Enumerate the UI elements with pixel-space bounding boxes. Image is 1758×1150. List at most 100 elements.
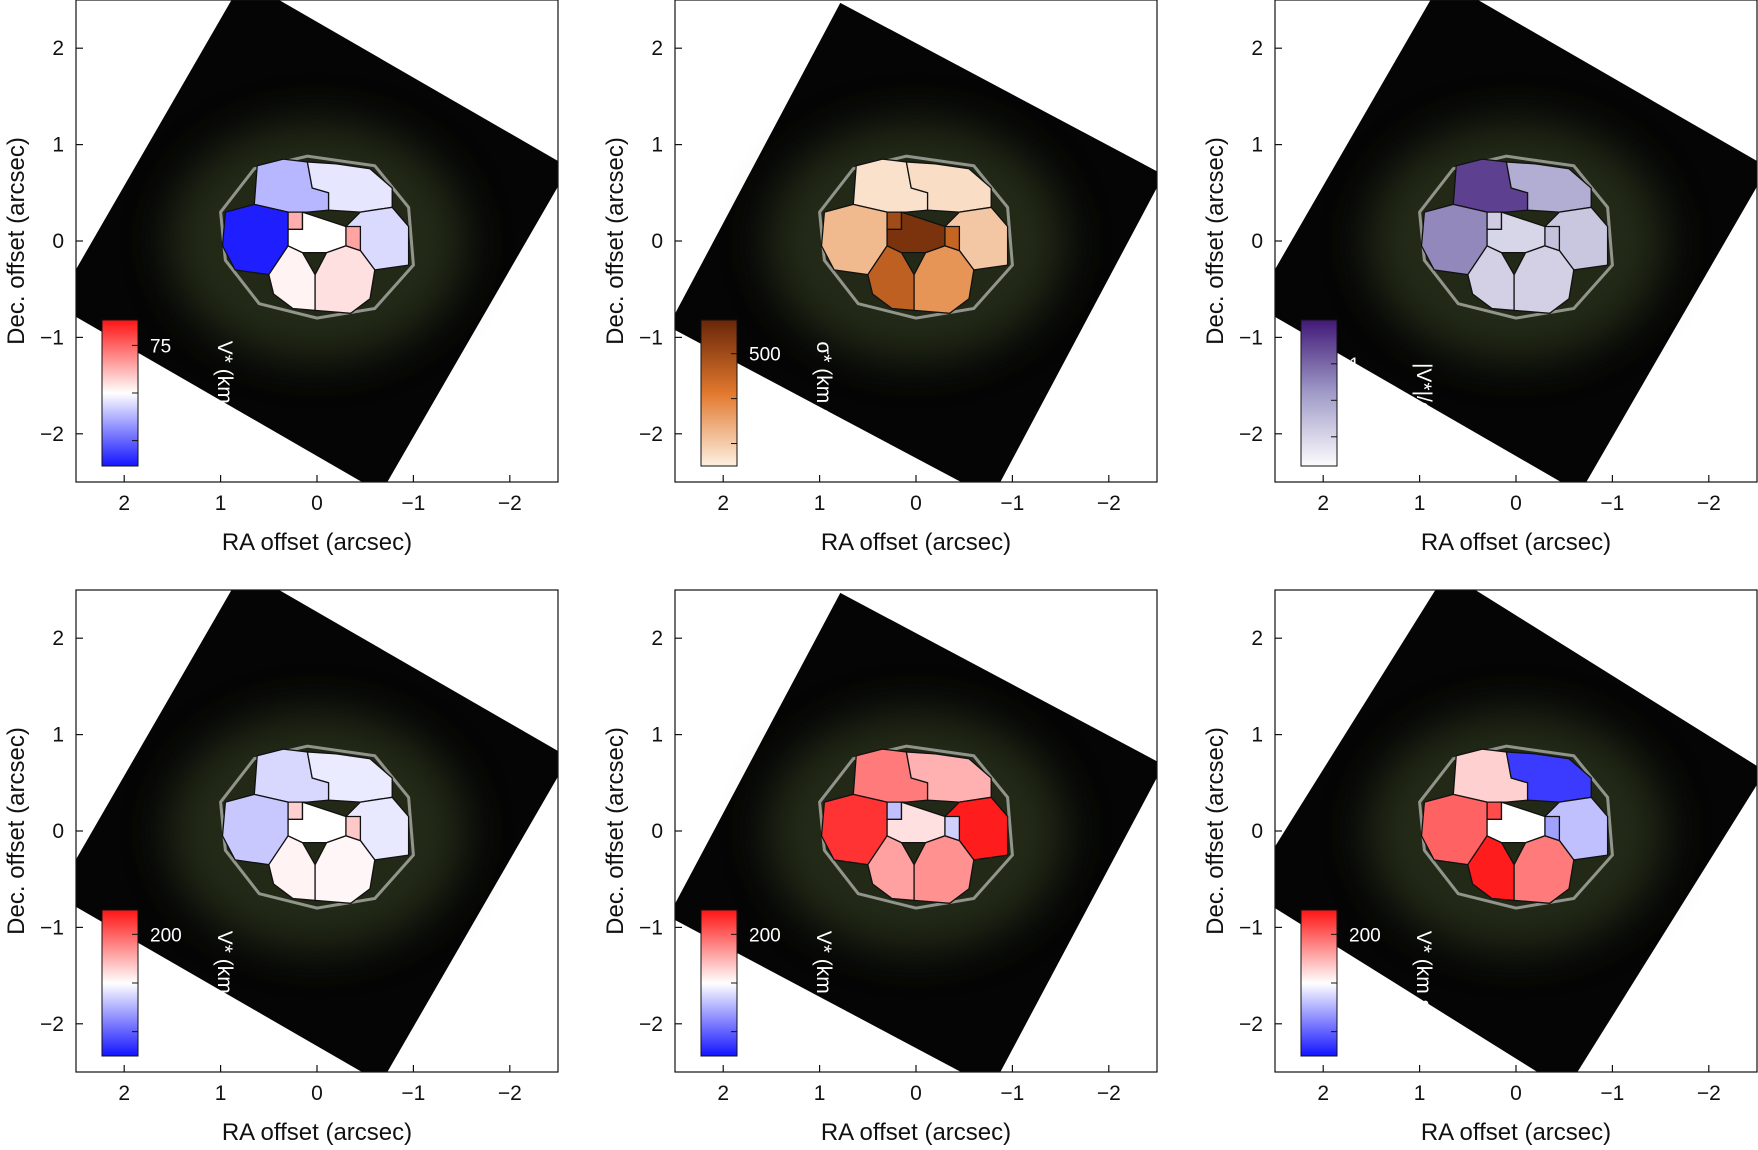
panel-image [675, 592, 1157, 1072]
y-tick-label: 0 [1251, 820, 1263, 843]
voronoi-cell-center-right [345, 225, 362, 252]
y-axis-label: Dec. offset (arcsec) [602, 137, 629, 345]
voronoi-cell-center-left [886, 211, 903, 231]
chart-panel-top-middle: 2 1 0 −1 −2 −2 −1 0 1 2 RA offset (arcsec) Dec. off… [602, 0, 1158, 556]
panel-image [675, 2, 1157, 482]
colorbar-tick-label: 0 [1349, 974, 1360, 995]
panel-image [1275, 590, 1757, 1072]
x-tick-label: 0 [910, 1082, 922, 1105]
voronoi-cell-center-right [1544, 225, 1561, 252]
y-tick-label: 2 [52, 37, 64, 60]
x-tick-label: 2 [717, 492, 729, 515]
voronoi-cell-center-right [944, 815, 961, 842]
x-tick-label: 2 [1317, 1082, 1329, 1105]
x-tick-label: −2 [1097, 1082, 1121, 1105]
y-axis-label: Dec. offset (arcsec) [1202, 137, 1229, 345]
voronoi-cell-north-west [306, 161, 393, 213]
voronoi-cell-center [287, 801, 347, 844]
panel-image [76, 590, 558, 1072]
voronoi-cell-center [1486, 801, 1546, 844]
x-axis-label: RA offset (arcsec) [821, 1119, 1011, 1146]
x-tick-label: 1 [814, 492, 826, 515]
colorbar-tick-label: 75 [150, 336, 171, 357]
x-axis-label: RA offset (arcsec) [1421, 529, 1611, 556]
colorbar-tick-label: −200 [1349, 1023, 1392, 1044]
y-tick-label: −1 [40, 916, 64, 939]
colorbar-tick-label: 0 [150, 974, 161, 995]
voronoi-cell-center [886, 801, 946, 844]
colorbar [700, 319, 738, 467]
y-tick-label: 0 [52, 820, 64, 843]
x-tick-label: 0 [311, 1082, 323, 1105]
chart-panel-bottom-middle: 2 1 0 −1 −2 −2 −1 0 1 2 RA offset (arcsec) Dec. off… [602, 589, 1158, 1146]
y-axis-label: Dec. offset (arcsec) [1202, 727, 1229, 935]
voronoi-cell-center-left [886, 801, 903, 821]
x-tick-label: 1 [215, 1082, 227, 1105]
y-tick-label: 1 [651, 724, 663, 747]
voronoi-cell-center [1486, 211, 1546, 254]
voronoi-cell-center-left [1486, 211, 1503, 231]
y-axis-label: Dec. offset (arcsec) [3, 137, 30, 345]
voronoi-cell-center [886, 211, 946, 254]
voronoi-cell-center-left [1486, 801, 1503, 821]
colorbar-label: V* (km s⁻¹) [1412, 931, 1435, 1035]
x-tick-label: −2 [498, 1082, 522, 1105]
panel-image [1275, 0, 1757, 482]
x-tick-label: −1 [1600, 492, 1624, 515]
colorbar-tick-label: 200 [749, 925, 781, 946]
y-tick-label: 1 [52, 134, 64, 157]
x-tick-label: 1 [1414, 1082, 1426, 1105]
colorbar-label: V* (km s⁻¹) [213, 931, 236, 1035]
colorbar-tick-label: 0 [1349, 428, 1360, 449]
x-tick-label: −2 [498, 492, 522, 515]
y-tick-label: −1 [1239, 326, 1263, 349]
x-tick-label: 1 [1414, 492, 1426, 515]
x-tick-label: −1 [1600, 1082, 1624, 1105]
y-tick-label: 1 [1251, 724, 1263, 747]
x-tick-label: −1 [401, 1082, 425, 1105]
voronoi-cell-center [287, 211, 347, 254]
y-tick-label: −2 [639, 423, 663, 446]
colorbar-tick-label: 0 [749, 974, 760, 995]
colorbar-tick-label: 200 [1349, 925, 1381, 946]
colorbar-tick-label: −200 [749, 1023, 792, 1044]
voronoi-cell-north-west [1505, 751, 1592, 803]
y-tick-label: −2 [1239, 1013, 1263, 1036]
x-tick-label: 0 [311, 492, 323, 515]
colorbar-label: |V*|/σ* [1412, 363, 1435, 423]
voronoi-cell-north-west [905, 751, 992, 803]
x-tick-label: −2 [1097, 492, 1121, 515]
chart-panel-bottom-right: 2 1 0 −1 −2 −2 −1 0 1 2 RA offset (arcsec) Dec. off… [1202, 589, 1758, 1146]
x-tick-label: 1 [215, 492, 227, 515]
voronoi-cell-north-west [905, 161, 992, 213]
colorbar-tick-label: 0.5 [1349, 391, 1375, 412]
voronoi-cell-north-west [1505, 161, 1592, 213]
chart-panel-top-right: 2 1 0 −1 −2 −2 −1 0 1 2 RA offset (arcsec) Dec. off… [1202, 0, 1758, 556]
x-tick-label: 2 [717, 1082, 729, 1105]
colorbar-tick-label: 200 [150, 925, 182, 946]
colorbar-label: V* (km s⁻¹) [812, 931, 835, 1035]
x-tick-label: 0 [910, 492, 922, 515]
y-tick-label: 0 [651, 230, 663, 253]
y-tick-label: −1 [40, 326, 64, 349]
x-axis-label: RA offset (arcsec) [222, 1119, 412, 1146]
colorbar-tick-label: −200 [150, 1023, 193, 1044]
colorbar-tick-label: −75 [150, 432, 182, 453]
x-tick-label: 0 [1510, 492, 1522, 515]
x-tick-label: 1 [814, 1082, 826, 1105]
x-tick-label: 2 [118, 1082, 130, 1105]
y-tick-label: 0 [52, 230, 64, 253]
x-tick-label: 2 [1317, 492, 1329, 515]
x-tick-label: −1 [1000, 1082, 1024, 1105]
y-tick-label: 1 [651, 134, 663, 157]
x-tick-label: 2 [118, 492, 130, 515]
y-tick-label: −2 [40, 1013, 64, 1036]
x-tick-label: 0 [1510, 1082, 1522, 1105]
y-tick-label: −2 [1239, 423, 1263, 446]
y-tick-label: −2 [639, 1013, 663, 1036]
x-tick-label: −2 [1697, 492, 1721, 515]
y-tick-label: 2 [1251, 37, 1263, 60]
colorbar-tick-label: 100 [749, 435, 781, 456]
x-axis-label: RA offset (arcsec) [222, 529, 412, 556]
